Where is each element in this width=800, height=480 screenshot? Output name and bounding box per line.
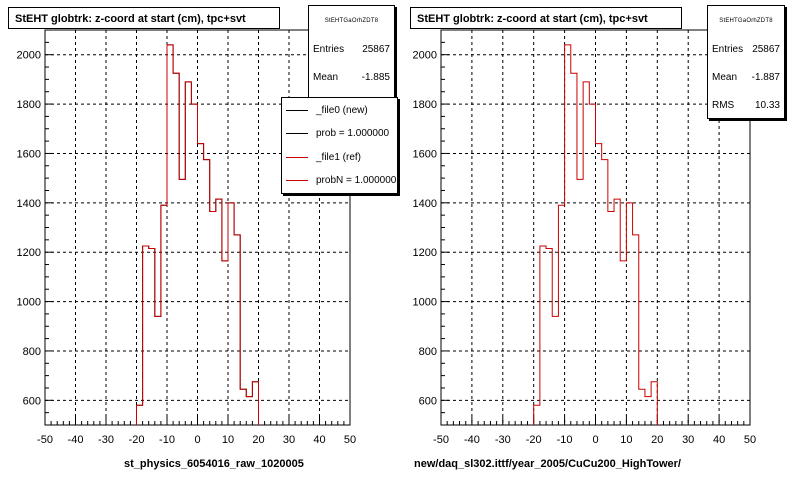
stat-label: Entries (313, 44, 345, 55)
x-tick-label: -40 (68, 434, 84, 446)
legend-line-icon (286, 132, 308, 134)
histogram-series-1 (136, 44, 259, 425)
plot-frame (440, 29, 751, 426)
stat-label: Mean (313, 72, 339, 83)
y-tick-label: 2000 (413, 50, 437, 62)
plot-frame (44, 29, 351, 426)
left-panel-title: StEHT globtrk: z-coord at start (cm), tp… (8, 7, 280, 29)
x-tick-label: -20 (129, 434, 145, 446)
stat-label: RMS (712, 100, 735, 111)
right-stats-name: StEHTGaOrhZDT8 (719, 18, 773, 24)
y-tick-label: 1800 (413, 99, 437, 111)
y-tick-label: 800 (23, 346, 41, 358)
right-stats-mean: Mean -1.887 (712, 72, 780, 83)
x-tick-label: 10 (222, 434, 234, 446)
x-tick-label: -10 (557, 434, 573, 446)
left-legend: _file0 (new) prob = 1.000000 _file1 (ref… (281, 97, 398, 194)
left-stats-mean: Mean -1.885 (313, 72, 390, 83)
x-tick-label: 0 (592, 434, 598, 446)
right-footer-label: new/daq_sl302.ittf/year_2005/CuCu200_Hig… (414, 458, 681, 470)
legend-line-icon (286, 156, 308, 158)
x-tick-label: 30 (682, 434, 694, 446)
x-tick-label: -50 (433, 434, 449, 446)
x-tick-label: 40 (713, 434, 725, 446)
stat-label: Mean (712, 72, 738, 83)
x-tick-label: 20 (252, 434, 264, 446)
y-tick-label: 800 (419, 346, 437, 358)
legend-line-icon (286, 109, 308, 111)
left-stats-name: StEHTGaOrhZDT8 (324, 18, 379, 24)
y-tick-label: 2000 (17, 50, 41, 62)
y-tick-label: 1200 (17, 247, 41, 259)
legend-entry-probn: probN = 1.000000 (282, 171, 397, 189)
legend-entry-file1: _file1 (ref) (282, 148, 397, 166)
y-tick-label: 1600 (413, 148, 437, 160)
legend-label: _file1 (ref) (316, 151, 362, 163)
y-tick-label: 1600 (17, 148, 41, 160)
x-tick-label: -30 (495, 434, 511, 446)
histogram-panel-1: -50 -40 -30 -20 -10 0 10 20 30 40 50 600 800 1000 1200… (413, 29, 756, 446)
stat-value: 25867 (362, 44, 390, 55)
legend-label: _file0 (new) (316, 104, 368, 116)
left-stats-entries: Entries 25867 (313, 44, 390, 55)
x-tick-label: -30 (98, 434, 114, 446)
legend-label: probN = 1.000000 (316, 174, 397, 186)
x-tick-label: 40 (313, 434, 325, 446)
histogram-panel-0: -50 -40 -30 -20 -10 0 10 20 30 40 50 600 800 1000 1200… (17, 29, 356, 446)
x-tick-label: 50 (344, 434, 356, 446)
legend-label: prob = 1.000000 (316, 127, 390, 139)
x-tick-label: 20 (651, 434, 663, 446)
right-stats-rms: RMS 10.33 (712, 100, 780, 111)
x-tick-label: 30 (283, 434, 295, 446)
stat-value: -1.885 (361, 72, 390, 83)
y-tick-label: 1000 (413, 297, 437, 309)
y-tick-label: 1800 (17, 99, 41, 111)
right-stats-entries: Entries 25867 (712, 44, 780, 55)
legend-entry-prob: prob = 1.000000 (282, 124, 397, 142)
left-footer-label: st_physics_6054016_raw_1020005 (124, 458, 304, 470)
x-tick-label: 10 (620, 434, 632, 446)
x-tick-label: 0 (194, 434, 200, 446)
right-stats-box: StEHTGaOrhZDT8 Entries 25867 Mean -1.887… (707, 5, 785, 119)
y-tick-label: 1200 (413, 247, 437, 259)
y-tick-label: 1000 (17, 297, 41, 309)
legend-line-icon (286, 179, 308, 181)
x-tick-label: -50 (37, 434, 53, 446)
x-tick-label: -10 (159, 434, 175, 446)
x-tick-label: -40 (464, 434, 480, 446)
y-tick-label: 600 (23, 395, 41, 407)
x-tick-label: -20 (526, 434, 542, 446)
stat-label: Entries (712, 44, 744, 55)
stat-value: -1.887 (751, 72, 780, 83)
stat-value: 10.33 (754, 100, 780, 111)
y-tick-label: 1400 (413, 198, 437, 210)
y-tick-label: 1400 (17, 198, 41, 210)
legend-entry-file0: _file0 (new) (282, 101, 397, 119)
stat-value: 25867 (752, 44, 780, 55)
histogram-series-0 (533, 44, 658, 425)
x-tick-label: 50 (744, 434, 756, 446)
y-tick-label: 600 (419, 395, 437, 407)
right-panel-title: StEHT globtrk: z-coord at start (cm), tp… (410, 7, 682, 29)
